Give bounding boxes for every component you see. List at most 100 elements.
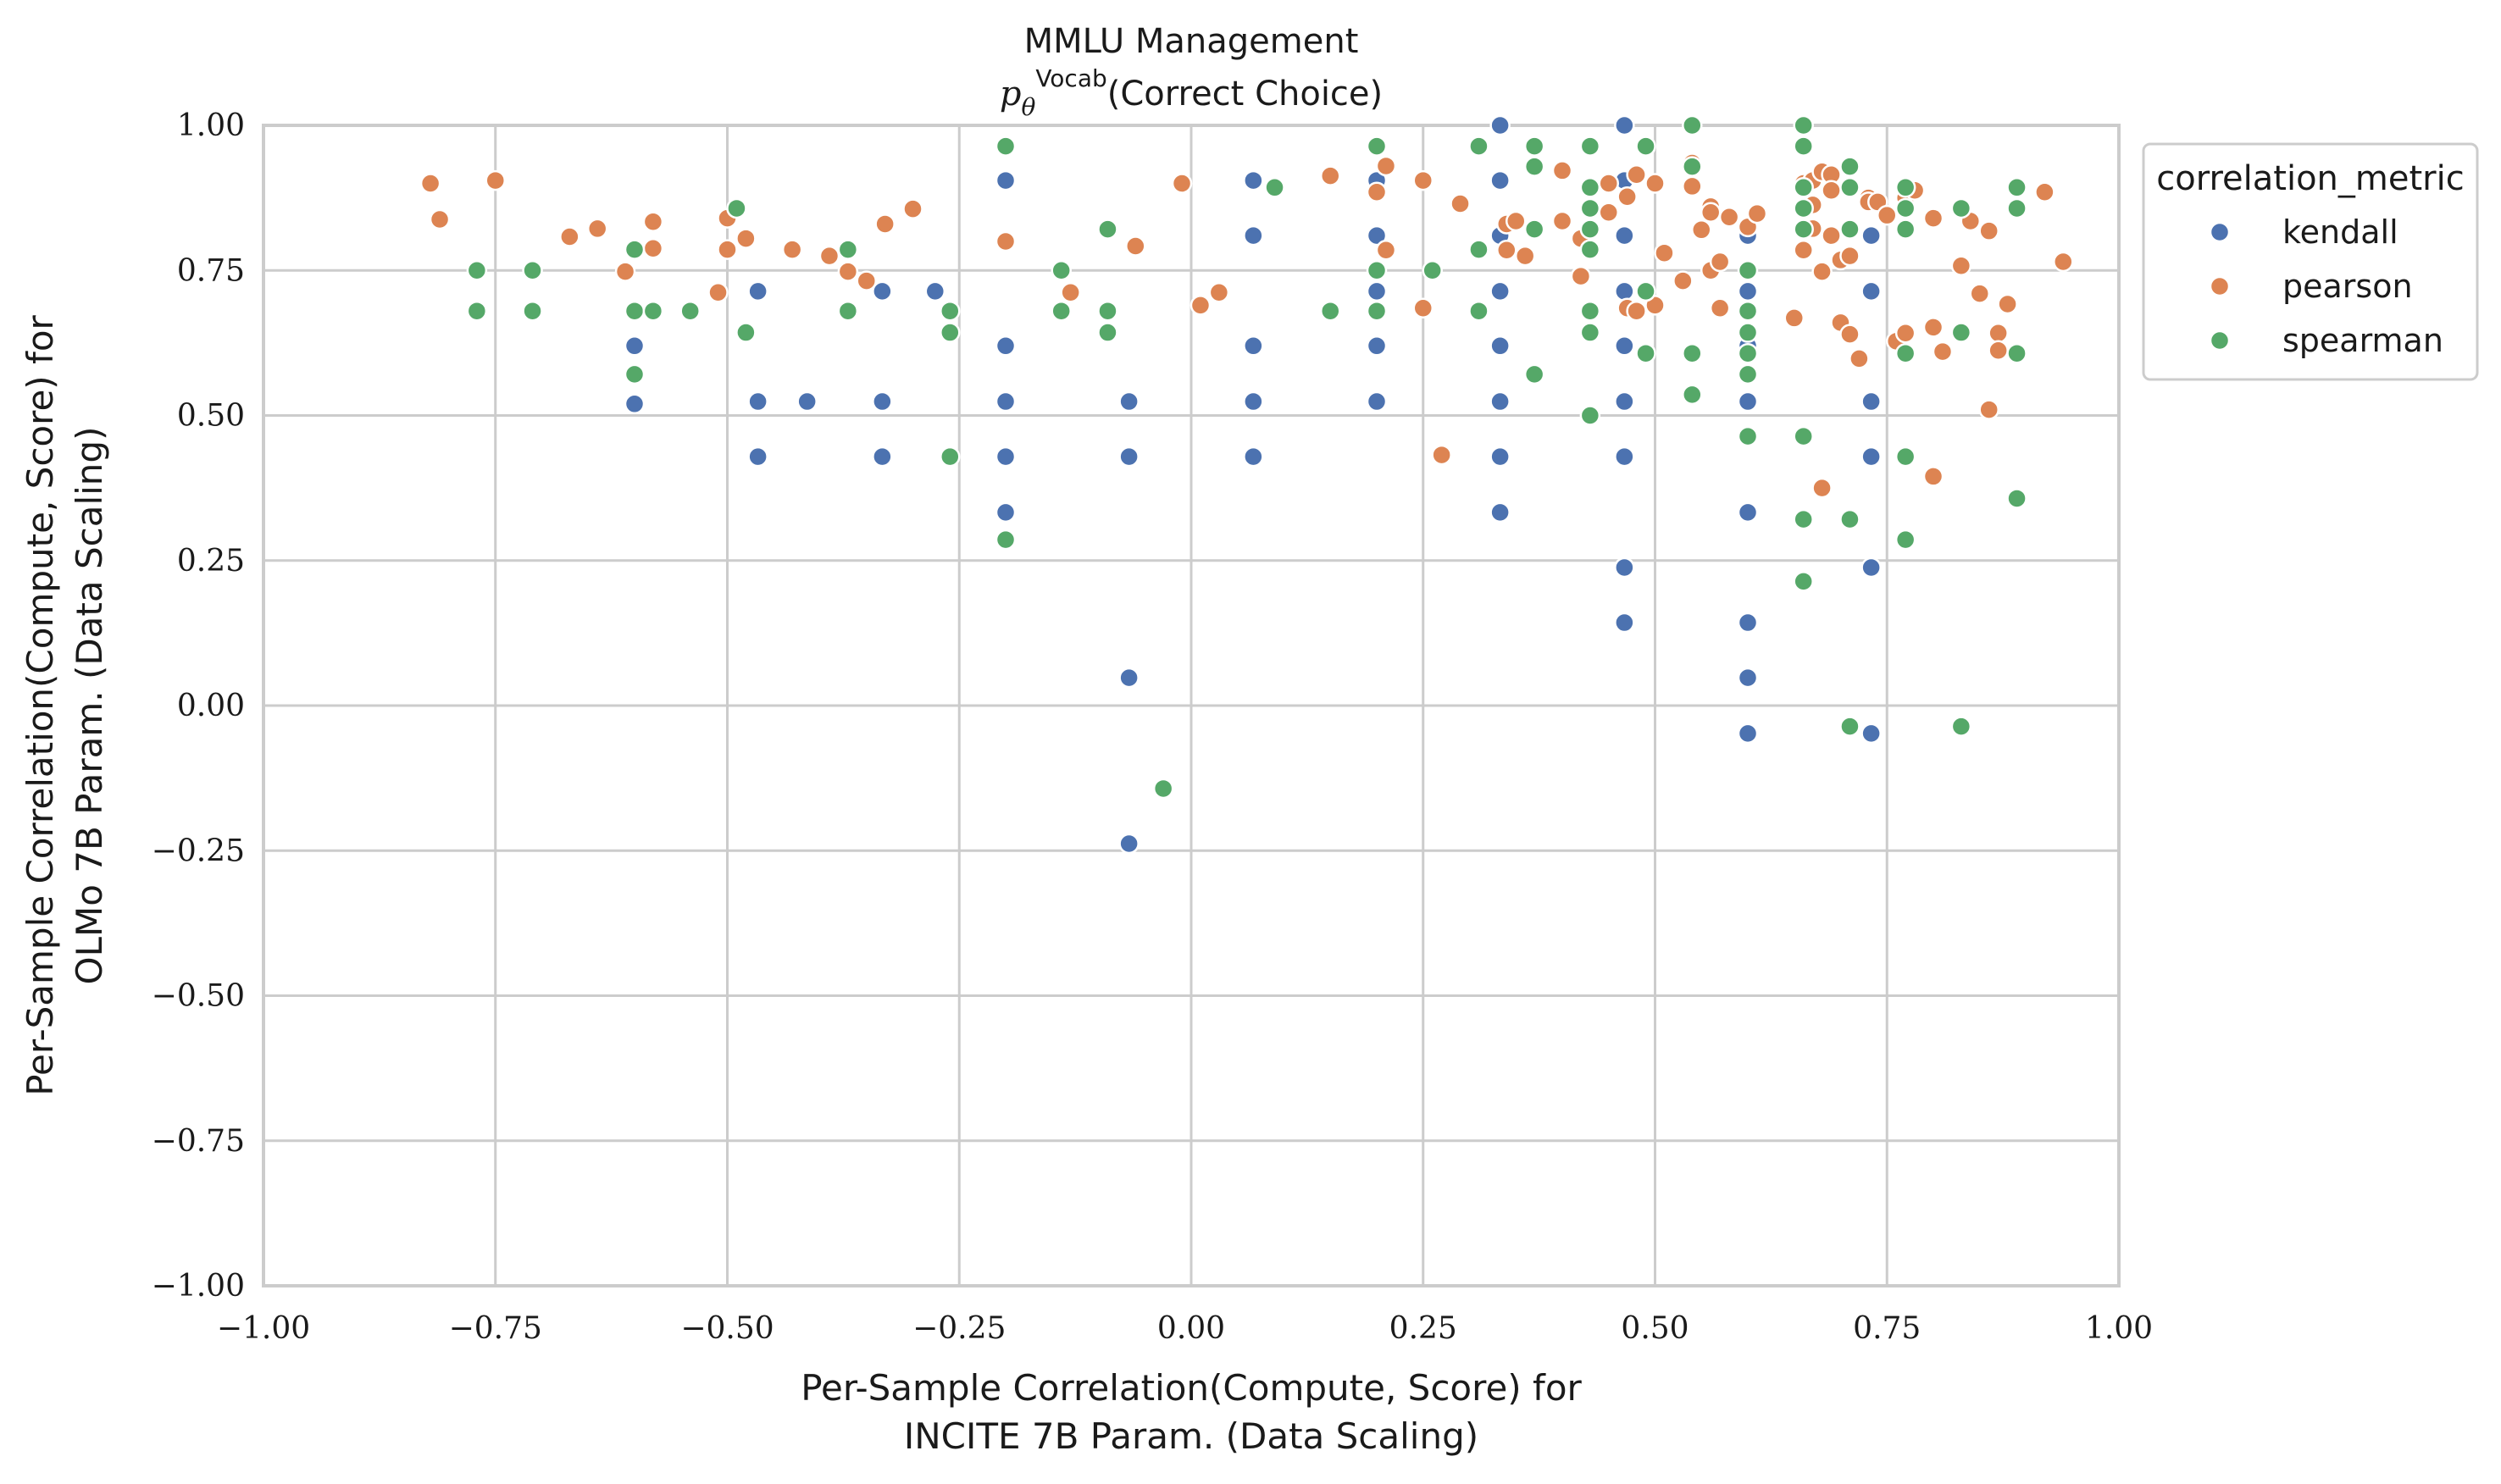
data-point-spearman <box>1737 342 1759 364</box>
data-point-spearman <box>1839 219 1860 240</box>
data-point-spearman <box>1579 219 1601 240</box>
data-point-spearman <box>1737 363 1759 385</box>
data-point-kendall <box>1614 390 1635 413</box>
data-point-pearson <box>1375 155 1397 177</box>
data-point-spearman <box>1468 300 1489 322</box>
data-point-pearson <box>781 239 803 260</box>
data-point-spearman <box>1635 136 1656 157</box>
data-point-spearman <box>1523 156 1545 177</box>
data-point-kendall <box>1366 390 1388 413</box>
data-point-pearson <box>2053 251 2074 273</box>
data-point-spearman <box>1839 508 1860 530</box>
data-point-spearman <box>837 300 859 322</box>
x-tick-label: 0.00 <box>1157 1311 1225 1346</box>
data-point-spearman <box>940 446 961 468</box>
data-point-pearson <box>419 173 441 194</box>
y-tick-label: 0.00 <box>177 689 245 723</box>
data-point-spearman <box>1523 219 1545 240</box>
data-point-spearman <box>624 363 646 385</box>
data-point-spearman <box>1793 114 1814 136</box>
data-point-spearman <box>1839 716 1860 737</box>
y-axis-label-line-2: OLMo 7B Param. (Data Scaling) <box>69 427 110 985</box>
y-tick-label: −1.00 <box>152 1269 245 1304</box>
data-point-kendall <box>1243 335 1264 357</box>
y-tick-labels: −1.00 −0.75 −0.50 −0.25 0.00 0.25 0.50 0.75 1.00 <box>152 108 245 1304</box>
data-points <box>419 114 2074 855</box>
data-point-pearson <box>902 198 923 219</box>
data-point-pearson <box>1709 251 1731 273</box>
data-point-kendall <box>747 280 768 302</box>
data-point-kendall <box>1489 335 1511 357</box>
data-point-kendall <box>1614 612 1635 634</box>
data-point-pearson <box>1793 240 1814 261</box>
data-point-pearson <box>1988 340 2009 362</box>
data-point-kendall <box>1489 446 1511 468</box>
data-point-pearson <box>1922 466 1944 487</box>
data-point-pearson <box>1922 317 1944 338</box>
x-tick-label: −1.00 <box>217 1311 310 1346</box>
data-point-pearson <box>1746 202 1768 224</box>
data-point-spearman <box>1523 363 1545 385</box>
data-point-pearson <box>856 270 877 291</box>
data-point-spearman <box>1793 177 1814 198</box>
data-point-kendall <box>1366 335 1388 357</box>
data-point-spearman <box>1894 446 1916 468</box>
data-point-pearson <box>717 239 738 260</box>
data-point-pearson <box>1978 399 1999 420</box>
data-point-spearman <box>679 300 701 322</box>
data-point-pearson <box>707 282 729 303</box>
data-point-spearman <box>735 322 757 343</box>
legend-label-spearman: spearman <box>2282 322 2443 359</box>
data-point-kendall <box>995 501 1017 523</box>
data-point-pearson <box>1506 210 1527 232</box>
legend-label-pearson: pearson <box>2282 268 2413 305</box>
data-point-spearman <box>1320 300 1341 322</box>
data-point-kendall <box>1243 224 1264 246</box>
data-point-spearman <box>940 300 961 322</box>
data-point-spearman <box>1682 156 1703 177</box>
data-point-kendall <box>1614 335 1635 357</box>
data-point-kendall <box>1860 280 1882 302</box>
data-point-kendall <box>624 335 646 357</box>
data-point-kendall <box>1489 280 1511 302</box>
data-point-kendall <box>1489 390 1511 413</box>
data-point-spearman <box>2006 197 2027 219</box>
data-point-kendall <box>1366 280 1388 302</box>
data-point-kendall <box>1737 390 1759 413</box>
data-point-kendall <box>1118 833 1140 855</box>
data-point-pearson <box>559 226 580 247</box>
data-point-pearson <box>874 213 896 235</box>
data-point-pearson <box>1672 270 1694 291</box>
data-point-spearman <box>624 300 646 322</box>
data-point-spearman <box>1097 300 1118 322</box>
data-point-kendall <box>872 446 893 468</box>
data-point-pearson <box>429 208 451 230</box>
data-point-pearson <box>995 230 1017 252</box>
data-point-pearson <box>1125 235 1146 257</box>
legend: correlation_metric kendall pearson spearma… <box>2142 142 2479 381</box>
data-point-spearman <box>1422 260 1443 281</box>
x-tick-label: −0.75 <box>449 1311 542 1346</box>
plot-area <box>262 124 2121 1287</box>
chart-title: MMLU Management <box>1024 22 1359 61</box>
data-point-pearson <box>1496 240 1517 261</box>
y-tick-label: 0.25 <box>177 544 245 579</box>
data-point-spearman <box>1152 778 1174 800</box>
data-point-spearman <box>1682 114 1703 136</box>
data-point-pearson <box>1988 322 2009 344</box>
legend-marker-pearson <box>2209 275 2231 297</box>
data-point-pearson <box>1894 322 1916 344</box>
data-point-spearman <box>1366 300 1388 322</box>
y-tick-label: 0.75 <box>177 253 245 288</box>
data-point-spearman <box>1950 197 1972 219</box>
data-point-pearson <box>1626 163 1647 186</box>
chart-subtitle: pθVocab(Correct Choice) <box>1000 64 1383 121</box>
data-point-pearson <box>1375 240 1397 261</box>
data-point-spearman <box>1950 716 1972 737</box>
x-tick-label: −0.50 <box>680 1311 774 1346</box>
data-point-pearson <box>1783 307 1805 329</box>
data-point-pearson <box>1839 324 1860 345</box>
data-point-spearman <box>1579 239 1601 260</box>
data-point-spearman <box>1579 405 1601 426</box>
